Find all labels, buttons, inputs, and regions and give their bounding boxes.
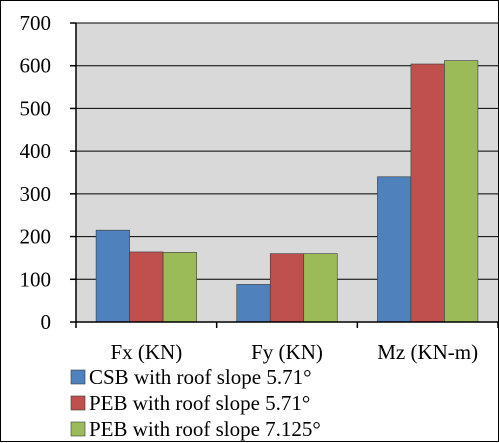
y-tick-label: 0 (41, 310, 52, 334)
legend-label: PEB with roof slope 7.125° (89, 417, 321, 441)
x-tick-label: Fy (KN) (251, 340, 323, 364)
bar-3-3 (444, 60, 479, 323)
y-tick-label: 700 (20, 11, 52, 35)
x-tick-label: Fx (KN) (110, 340, 182, 364)
legend-swatch (70, 395, 86, 411)
y-tick-label: 300 (20, 182, 52, 206)
bar-1-1 (95, 229, 130, 323)
bar-2-1 (129, 251, 164, 323)
legend: CSB with roof slope 5.71°PEB with roof s… (70, 365, 321, 441)
bar-1-3 (377, 176, 412, 323)
y-tick-label: 500 (20, 96, 52, 120)
y-tick-label: 400 (20, 139, 52, 163)
y-tick-label: 600 (20, 54, 52, 78)
legend-swatch (70, 369, 86, 385)
legend-swatch (70, 421, 86, 437)
bar-3-2 (303, 253, 338, 323)
legend-label: PEB with roof slope 5.71° (89, 391, 310, 415)
y-tick-label: 100 (20, 267, 52, 291)
bar-1-2 (236, 284, 271, 323)
bar-2-2 (269, 253, 305, 323)
y-tick-label: 200 (20, 225, 52, 249)
legend-label: CSB with roof slope 5.71° (89, 365, 312, 389)
x-tick-label: Mz (KN-m) (377, 340, 478, 364)
bar-3-1 (162, 252, 197, 323)
x-axis-ticks: Fx (KN) Fy (KN) Mz (KN-m) (75, 322, 499, 364)
y-axis-ticks: 0 100 200 300 400 500 600 700 (20, 11, 76, 334)
bar-2-3 (410, 63, 445, 323)
